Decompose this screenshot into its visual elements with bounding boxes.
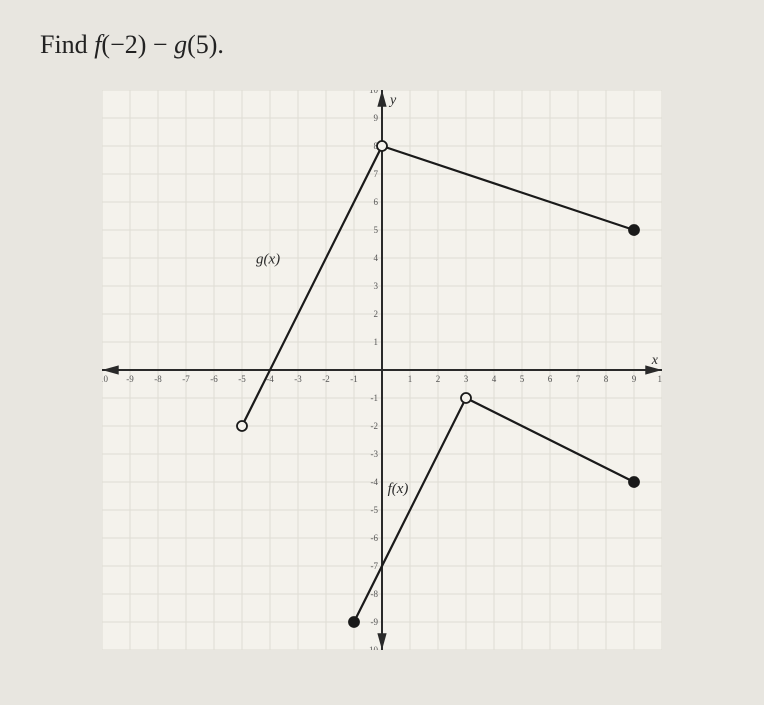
svg-text:x: x bbox=[651, 353, 659, 368]
prompt-arg2: (5). bbox=[187, 30, 224, 59]
svg-text:2: 2 bbox=[436, 374, 441, 384]
svg-text:-2: -2 bbox=[322, 374, 330, 384]
svg-text:6: 6 bbox=[374, 197, 379, 207]
question-prompt: Find f(−2) − g(5). bbox=[40, 30, 744, 60]
svg-text:g(x): g(x) bbox=[256, 252, 280, 268]
svg-text:5: 5 bbox=[374, 225, 379, 235]
svg-text:-7: -7 bbox=[182, 374, 190, 384]
svg-text:f(x): f(x) bbox=[388, 481, 409, 497]
coordinate-plane: -10 -9 -8 -7 -6 -5 -4 -3 -2 -1 1 2 3 4 5 6 7 8 9 10 -10 -9 -8 -… bbox=[102, 90, 662, 650]
svg-text:9: 9 bbox=[632, 374, 637, 384]
svg-text:7: 7 bbox=[374, 169, 379, 179]
svg-text:-6: -6 bbox=[210, 374, 218, 384]
svg-text:-5: -5 bbox=[371, 505, 379, 515]
svg-text:-7: -7 bbox=[371, 561, 379, 571]
svg-text:8: 8 bbox=[604, 374, 609, 384]
svg-text:1: 1 bbox=[408, 374, 413, 384]
svg-text:10: 10 bbox=[369, 90, 379, 95]
svg-text:4: 4 bbox=[492, 374, 497, 384]
svg-text:-10: -10 bbox=[366, 645, 378, 650]
svg-text:-4: -4 bbox=[371, 477, 379, 487]
svg-text:10: 10 bbox=[658, 374, 663, 384]
prompt-prefix: Find bbox=[40, 30, 94, 59]
svg-text:1: 1 bbox=[374, 337, 379, 347]
svg-text:-3: -3 bbox=[294, 374, 302, 384]
svg-text:-10: -10 bbox=[102, 374, 108, 384]
prompt-g: g bbox=[174, 30, 187, 59]
chart-container: -10 -9 -8 -7 -6 -5 -4 -3 -2 -1 1 2 3 4 5 6 7 8 9 10 -10 -9 -8 -… bbox=[20, 90, 744, 650]
svg-text:6: 6 bbox=[548, 374, 553, 384]
svg-text:4: 4 bbox=[374, 253, 379, 263]
svg-text:-2: -2 bbox=[371, 421, 379, 431]
svg-text:-3: -3 bbox=[371, 449, 379, 459]
svg-text:7: 7 bbox=[576, 374, 581, 384]
svg-text:y: y bbox=[388, 93, 397, 108]
svg-text:9: 9 bbox=[374, 113, 379, 123]
svg-text:-5: -5 bbox=[238, 374, 246, 384]
svg-text:-9: -9 bbox=[371, 617, 379, 627]
svg-text:5: 5 bbox=[520, 374, 525, 384]
svg-text:-8: -8 bbox=[154, 374, 162, 384]
svg-text:-9: -9 bbox=[126, 374, 134, 384]
svg-text:-1: -1 bbox=[350, 374, 358, 384]
prompt-arg1: (−2) − bbox=[101, 30, 174, 59]
svg-text:3: 3 bbox=[374, 281, 379, 291]
svg-text:-8: -8 bbox=[371, 589, 379, 599]
svg-text:2: 2 bbox=[374, 309, 379, 319]
svg-text:-6: -6 bbox=[371, 533, 379, 543]
svg-text:3: 3 bbox=[464, 374, 469, 384]
svg-text:-1: -1 bbox=[371, 393, 379, 403]
